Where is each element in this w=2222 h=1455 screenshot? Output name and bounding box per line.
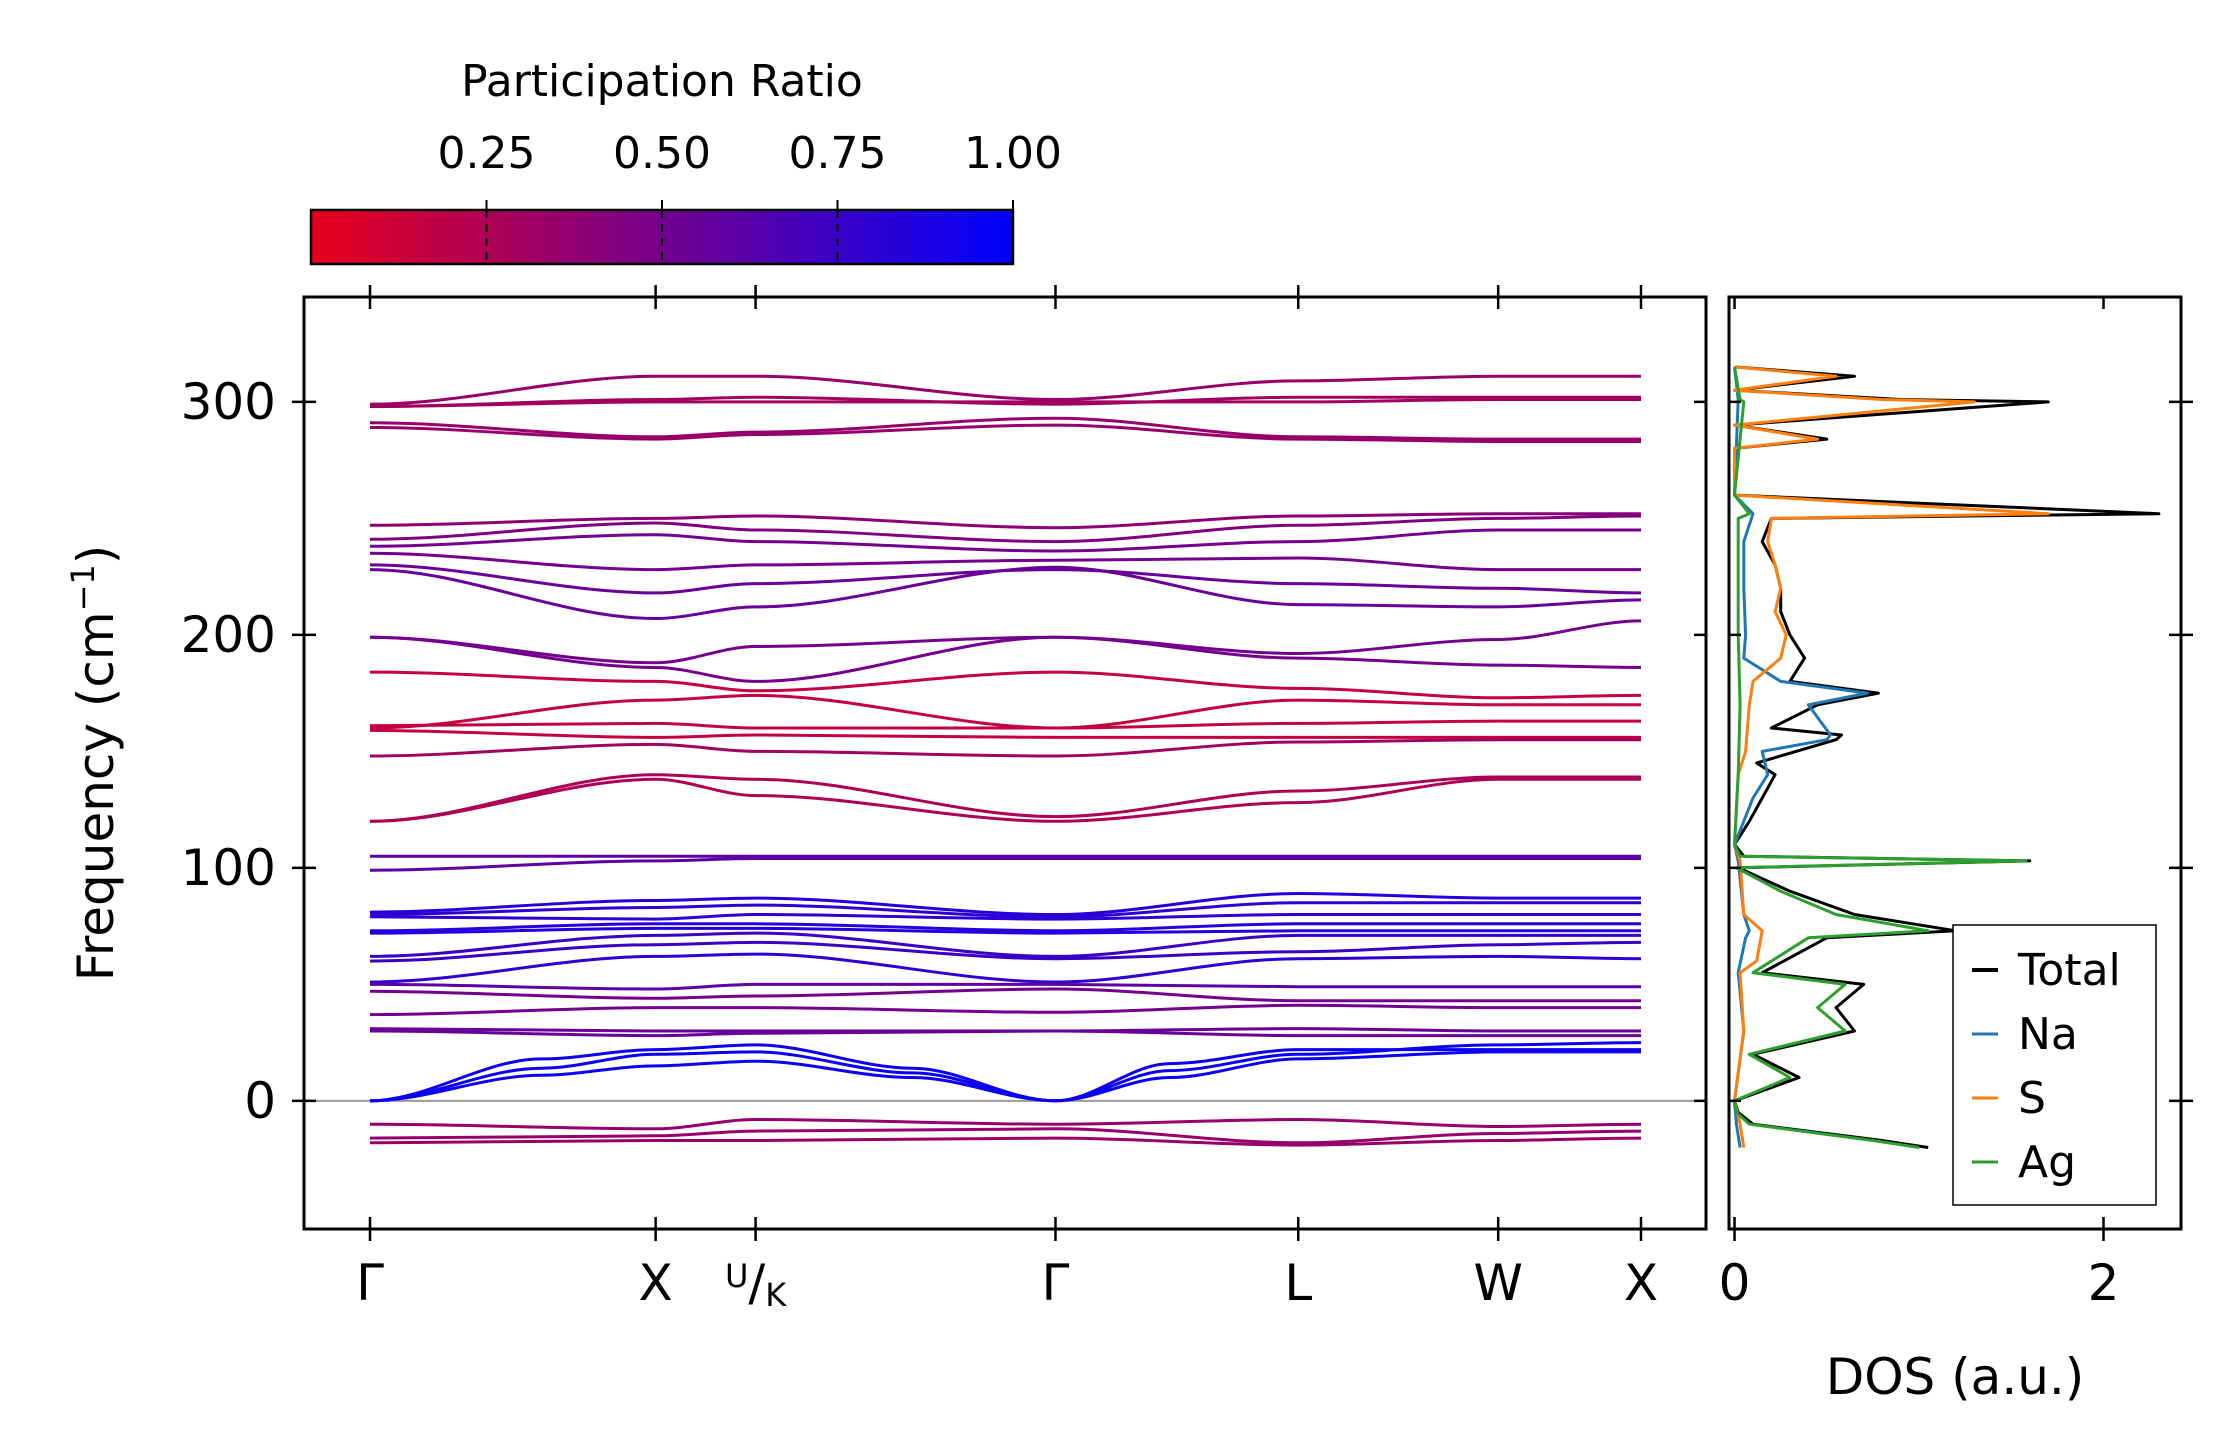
- dos-panel-frame: [1727, 295, 2183, 1231]
- band-y-ticks: 0 100 200 300: [181, 373, 1706, 1130]
- band-line: [369, 901, 1641, 919]
- band-line: [369, 931, 1641, 958]
- band-line: [369, 514, 1642, 544]
- k-point-label: W: [1473, 1254, 1522, 1312]
- band-line: [369, 397, 1641, 408]
- dos-line-s: [1733, 365, 2050, 1148]
- dos-lines: [1733, 365, 2161, 1149]
- band-line: [369, 565, 1642, 621]
- y-tick-label: 100: [181, 839, 276, 897]
- colorbar-tick-labels: 0.25 0.50 0.75 1.00: [438, 128, 1062, 179]
- legend-label-ag: Ag: [2018, 1137, 2076, 1188]
- band-line: [369, 1117, 1642, 1131]
- band-line: [369, 395, 1641, 408]
- band-line: [369, 856, 1641, 872]
- k-point-label: Γ: [1042, 1254, 1070, 1312]
- legend-label-total: Total: [2017, 945, 2121, 996]
- band-line: [369, 719, 1641, 730]
- band-line: [369, 1029, 1641, 1038]
- band-line: [369, 551, 1641, 572]
- band-line: [369, 416, 1641, 441]
- band-line: [369, 1041, 1642, 1103]
- colorbar: Participation Ratio 0.25 0.50 0.75 1.00: [309, 56, 1062, 266]
- band-line: [369, 912, 1641, 921]
- y-tick-label: 200: [181, 606, 276, 664]
- band-line: [369, 563, 1642, 595]
- dos-line-na: [1733, 366, 1869, 1148]
- k-point-label: X: [1624, 1254, 1658, 1312]
- band-line: [369, 987, 1641, 1003]
- k-point-label: L: [1284, 1254, 1312, 1312]
- band-line: [369, 777, 1641, 823]
- band-line: [369, 891, 1641, 917]
- dos-legend: Total Na S Ag: [1952, 924, 2157, 1206]
- band-line: [369, 738, 1641, 758]
- band-line: [369, 1136, 1642, 1147]
- colorbar-tick-label: 1.00: [964, 128, 1062, 179]
- k-point-label: U/K: [725, 1254, 787, 1314]
- y-tick-label: 0: [244, 1072, 276, 1130]
- band-line: [369, 982, 1641, 991]
- band-line: [369, 1003, 1641, 1017]
- band-panel: 0 100 200 300 Γ X U/K Γ L W X Frequency (cm−1): [64, 285, 1708, 1314]
- colorbar-tick-label: 0.75: [789, 128, 887, 179]
- k-point-label: X: [638, 1254, 672, 1312]
- colorbar-title: Participation Ratio: [461, 56, 863, 107]
- band-line: [369, 728, 1641, 739]
- band-line: [369, 940, 1642, 963]
- band-line: [369, 1050, 1641, 1103]
- band-line: [369, 423, 1641, 444]
- dos-x-tick-label: 2: [2088, 1254, 2120, 1312]
- band-line: [369, 922, 1641, 933]
- band-line: [369, 635, 1642, 683]
- band-line: [369, 1127, 1642, 1145]
- k-point-label: Γ: [356, 1254, 384, 1312]
- band-panel-frame: [302, 295, 1708, 1231]
- band-line: [369, 773, 1641, 823]
- legend-label-s: S: [2018, 1073, 2046, 1124]
- band-line: [369, 670, 1642, 700]
- band-line: [369, 528, 1641, 553]
- colorbar-ticks: [485, 200, 1014, 264]
- colorbar-tick-label: 0.25: [438, 128, 536, 179]
- band-kpoint-ticks: Γ X U/K Γ L W X: [356, 285, 1658, 1314]
- band-line: [369, 926, 1641, 935]
- legend-label-na: Na: [2018, 1009, 2078, 1060]
- dos-axis-title: DOS (a.u.): [1826, 1348, 2085, 1406]
- band-lines: [369, 374, 1642, 1147]
- y-tick-label: 300: [181, 373, 276, 431]
- legend-items: Total Na S Ag: [1972, 945, 2121, 1188]
- dos-x-tick-label: 0: [1719, 1254, 1751, 1312]
- band-line: [369, 952, 1642, 984]
- band-line: [369, 512, 1641, 530]
- frequency-axis-title: Frequency (cm−1): [64, 545, 125, 982]
- band-line: [369, 374, 1641, 406]
- dos-line-ag: [1733, 366, 2028, 1149]
- colorbar-tick-label: 0.50: [613, 128, 711, 179]
